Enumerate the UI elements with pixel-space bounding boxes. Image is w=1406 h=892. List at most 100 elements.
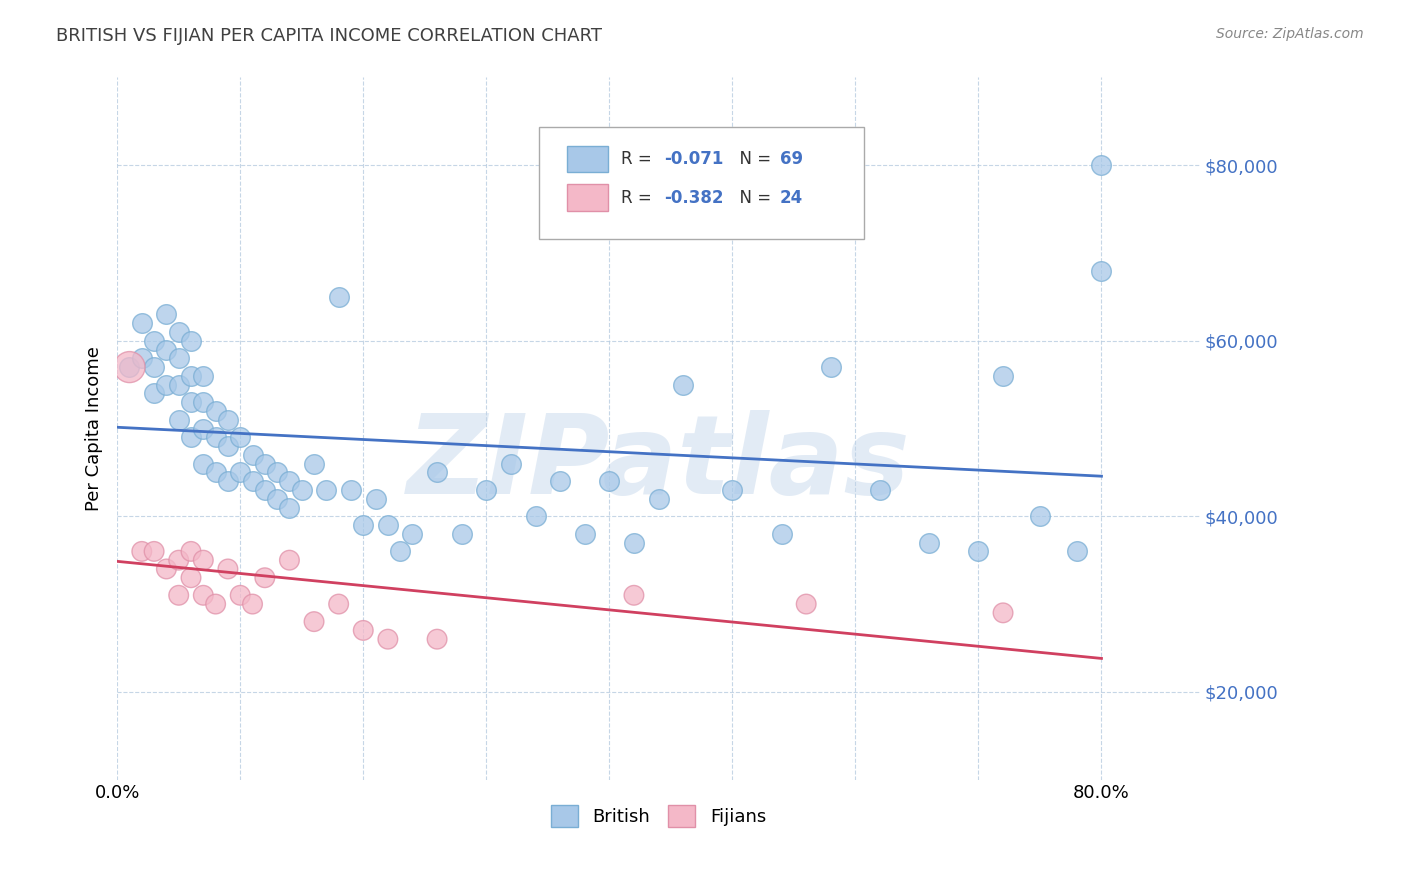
Point bbox=[193, 395, 215, 409]
Point bbox=[193, 368, 215, 383]
Point bbox=[770, 526, 793, 541]
Point bbox=[991, 606, 1014, 620]
Text: R =: R = bbox=[620, 150, 657, 168]
Point bbox=[242, 474, 264, 488]
Legend: British, Fijians: British, Fijians bbox=[544, 797, 773, 834]
Point bbox=[229, 430, 252, 444]
Point bbox=[672, 377, 695, 392]
Point bbox=[242, 448, 264, 462]
Point bbox=[278, 474, 301, 488]
Point bbox=[623, 535, 645, 549]
Point bbox=[918, 535, 941, 549]
Text: R =: R = bbox=[620, 188, 657, 207]
Text: 69: 69 bbox=[780, 150, 803, 168]
Point bbox=[967, 544, 990, 558]
Point bbox=[820, 360, 842, 375]
Point bbox=[426, 466, 449, 480]
Point bbox=[193, 421, 215, 435]
Point bbox=[1090, 158, 1112, 172]
Point bbox=[450, 526, 472, 541]
Point bbox=[217, 474, 239, 488]
Text: ZIPatlas: ZIPatlas bbox=[406, 410, 911, 517]
Point bbox=[167, 377, 190, 392]
Text: N =: N = bbox=[728, 150, 776, 168]
Point bbox=[143, 544, 166, 558]
Point bbox=[278, 553, 301, 567]
Point bbox=[328, 290, 350, 304]
Point bbox=[155, 562, 177, 576]
Point bbox=[167, 351, 190, 366]
Text: BRITISH VS FIJIAN PER CAPITA INCOME CORRELATION CHART: BRITISH VS FIJIAN PER CAPITA INCOME CORR… bbox=[56, 27, 602, 45]
Point bbox=[1029, 509, 1052, 524]
Text: -0.071: -0.071 bbox=[664, 150, 723, 168]
Point bbox=[291, 483, 314, 497]
Point bbox=[118, 360, 141, 375]
Point bbox=[340, 483, 363, 497]
Text: 24: 24 bbox=[780, 188, 803, 207]
Point bbox=[721, 483, 744, 497]
Point bbox=[180, 395, 202, 409]
Point bbox=[315, 483, 337, 497]
Point bbox=[377, 632, 399, 647]
Point bbox=[118, 360, 141, 375]
Point bbox=[869, 483, 891, 497]
Point bbox=[167, 325, 190, 339]
Point bbox=[155, 343, 177, 357]
Point bbox=[193, 553, 215, 567]
Point bbox=[328, 597, 350, 611]
Point bbox=[499, 457, 522, 471]
Point bbox=[524, 509, 547, 524]
Text: Source: ZipAtlas.com: Source: ZipAtlas.com bbox=[1216, 27, 1364, 41]
Point bbox=[180, 368, 202, 383]
Point bbox=[389, 544, 412, 558]
Bar bbox=[567, 145, 607, 172]
Point bbox=[623, 588, 645, 602]
Point bbox=[217, 439, 239, 453]
Point bbox=[131, 316, 153, 330]
Point bbox=[548, 474, 571, 488]
Point bbox=[991, 368, 1014, 383]
Point bbox=[143, 334, 166, 348]
Point bbox=[143, 360, 166, 375]
Point bbox=[352, 518, 374, 533]
Point bbox=[143, 386, 166, 401]
Point bbox=[167, 553, 190, 567]
Point bbox=[167, 413, 190, 427]
Point bbox=[180, 430, 202, 444]
Point bbox=[794, 597, 817, 611]
Point bbox=[352, 624, 374, 638]
Point bbox=[167, 588, 190, 602]
Point bbox=[217, 413, 239, 427]
Point bbox=[253, 571, 276, 585]
Point bbox=[401, 526, 423, 541]
Point bbox=[204, 404, 226, 418]
Point bbox=[253, 457, 276, 471]
Point bbox=[377, 518, 399, 533]
Point bbox=[131, 351, 153, 366]
Point bbox=[155, 377, 177, 392]
Point bbox=[180, 544, 202, 558]
Text: N =: N = bbox=[728, 188, 776, 207]
Point bbox=[1066, 544, 1088, 558]
Point bbox=[364, 491, 387, 506]
Y-axis label: Per Capita Income: Per Capita Income bbox=[86, 346, 103, 511]
Point bbox=[278, 500, 301, 515]
Point bbox=[598, 474, 620, 488]
Point bbox=[253, 483, 276, 497]
Point bbox=[193, 457, 215, 471]
Point bbox=[242, 597, 264, 611]
Point bbox=[131, 544, 153, 558]
Point bbox=[1090, 263, 1112, 277]
Bar bbox=[567, 184, 607, 211]
Point bbox=[302, 457, 325, 471]
Point bbox=[647, 491, 669, 506]
Point bbox=[155, 307, 177, 321]
Point bbox=[229, 466, 252, 480]
Point bbox=[180, 571, 202, 585]
Point bbox=[180, 334, 202, 348]
Point bbox=[204, 466, 226, 480]
Point bbox=[574, 526, 596, 541]
Point bbox=[266, 491, 288, 506]
FancyBboxPatch shape bbox=[540, 127, 865, 239]
Text: -0.382: -0.382 bbox=[664, 188, 724, 207]
